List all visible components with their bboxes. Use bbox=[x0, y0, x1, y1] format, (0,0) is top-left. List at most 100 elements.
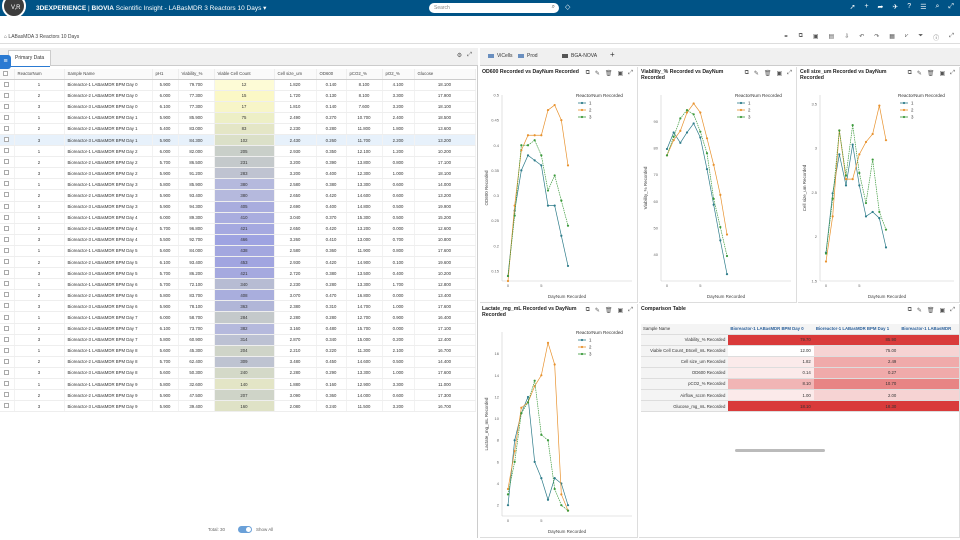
data-point[interactable] bbox=[533, 379, 536, 382]
column-header[interactable]: Glucose bbox=[414, 69, 476, 80]
copy-icon[interactable]: ⧉ bbox=[798, 33, 803, 39]
table-icon[interactable]: ▣ bbox=[617, 308, 624, 314]
row-checkbox[interactable] bbox=[4, 236, 10, 242]
tab-prod[interactable]: Prod bbox=[518, 53, 538, 59]
copy-icon[interactable]: ⧉ bbox=[907, 70, 912, 76]
row-select[interactable] bbox=[0, 323, 15, 335]
legend-entry[interactable]: 3 bbox=[589, 115, 592, 120]
table-row[interactable]: 1 Bioreactor-1 LABasMDR BPM Day 4 6.000 89.… bbox=[0, 212, 476, 224]
data-point[interactable] bbox=[725, 272, 729, 276]
compass-icon[interactable]: ✈ bbox=[892, 4, 899, 11]
table-row[interactable]: 2 Bioreactor-2 LABasMDR BPM Day 7 6.100 73.… bbox=[0, 323, 476, 335]
data-point[interactable] bbox=[566, 224, 570, 227]
row-checkbox[interactable] bbox=[4, 159, 10, 165]
data-point[interactable] bbox=[526, 401, 530, 404]
row-checkbox[interactable] bbox=[4, 381, 10, 387]
data-point[interactable] bbox=[679, 117, 682, 120]
row-checkbox[interactable] bbox=[4, 281, 10, 287]
edit-icon[interactable]: ✎ bbox=[916, 308, 922, 314]
row-checkbox[interactable] bbox=[4, 314, 10, 320]
data-point[interactable] bbox=[520, 169, 523, 172]
row-checkbox[interactable] bbox=[4, 103, 10, 109]
tab-bga-nova[interactable]: BGA-NOVA bbox=[562, 53, 597, 59]
row-select[interactable] bbox=[0, 378, 15, 391]
data-point[interactable] bbox=[553, 363, 556, 366]
data-point[interactable] bbox=[540, 154, 543, 157]
row-checkbox[interactable] bbox=[4, 259, 10, 265]
table-icon[interactable]: ▣ bbox=[939, 71, 946, 77]
comparison-column-header[interactable]: Bioreactor-1 LABasMDR bbox=[899, 324, 959, 335]
data-point[interactable] bbox=[864, 201, 868, 205]
row-select[interactable] bbox=[0, 167, 15, 180]
data-point[interactable] bbox=[672, 139, 675, 142]
data-point[interactable] bbox=[506, 274, 510, 278]
search-top-icon[interactable]: ⌕ bbox=[935, 3, 940, 10]
data-point[interactable] bbox=[679, 129, 682, 132]
delete-icon[interactable]: 🗑 bbox=[926, 71, 935, 77]
table-row[interactable]: 3 Bioreactor-3 LABasMDR BPM Day 7 5.800 60.… bbox=[0, 334, 476, 346]
undo-icon[interactable]: ↶ bbox=[859, 34, 865, 40]
row-checkbox[interactable] bbox=[4, 403, 10, 409]
table-row[interactable]: 1 Bioreactor-1 LABasMDR BPM Day 0 5.900 79.… bbox=[0, 79, 476, 91]
menu-icon[interactable]: ☰ bbox=[920, 4, 927, 11]
data-point[interactable] bbox=[824, 260, 828, 263]
data-point[interactable] bbox=[526, 395, 530, 399]
legend-entry[interactable]: 2 bbox=[589, 108, 592, 113]
row-select[interactable] bbox=[0, 334, 15, 346]
table-row[interactable]: 3 Bioreactor-3 LABasMDR BPM Day 2 5.900 91.… bbox=[0, 167, 476, 180]
data-point[interactable] bbox=[864, 215, 868, 218]
data-point[interactable] bbox=[665, 154, 669, 157]
data-point[interactable] bbox=[553, 477, 556, 480]
row-checkbox[interactable] bbox=[4, 369, 10, 375]
data-point[interactable] bbox=[699, 111, 702, 114]
grid-icon[interactable]: ▦ bbox=[889, 34, 895, 40]
table-row[interactable]: 2 Bioreactor-2 LABasMDR BPM Day 2 5.700 86.… bbox=[0, 156, 476, 169]
row-select[interactable] bbox=[0, 400, 15, 413]
table-row[interactable]: 2 Bioreactor-2 LABasMDR BPM Day 4 5.700 96.… bbox=[0, 223, 476, 235]
row-select[interactable] bbox=[0, 201, 15, 213]
row-select[interactable] bbox=[0, 223, 15, 235]
data-point[interactable] bbox=[533, 139, 536, 142]
row-checkbox[interactable] bbox=[4, 225, 10, 231]
save-as-icon[interactable]: ▤ bbox=[828, 34, 835, 40]
data-point[interactable] bbox=[851, 178, 854, 181]
data-point[interactable] bbox=[705, 168, 709, 171]
row-select[interactable] bbox=[0, 90, 15, 102]
copy-icon[interactable]: ⧉ bbox=[744, 70, 749, 76]
data-point[interactable] bbox=[526, 134, 530, 137]
table-row[interactable]: 2 Bioreactor-2 LABasMDR BPM Day 8 5.700 62.… bbox=[0, 356, 476, 368]
maximize-icon[interactable]: ⤢ bbox=[467, 52, 472, 58]
data-point[interactable] bbox=[725, 254, 729, 258]
row-checkbox[interactable] bbox=[4, 181, 10, 187]
data-point[interactable] bbox=[884, 139, 888, 142]
forward-icon[interactable]: ➦ bbox=[877, 4, 884, 11]
delete-icon[interactable]: 🗑 bbox=[604, 308, 613, 314]
legend-entry[interactable]: 2 bbox=[589, 345, 592, 350]
data-point[interactable] bbox=[566, 264, 570, 268]
expand-icon[interactable]: ⤢ bbox=[628, 70, 633, 76]
data-point[interactable] bbox=[566, 509, 570, 512]
share-icon[interactable]: ➚ bbox=[849, 4, 856, 11]
data-point[interactable] bbox=[553, 174, 556, 177]
save-icon[interactable]: ▣ bbox=[812, 34, 819, 40]
tag-icon[interactable]: ◇ bbox=[565, 4, 571, 11]
data-point[interactable] bbox=[692, 102, 695, 105]
data-point[interactable] bbox=[506, 504, 510, 507]
data-point[interactable] bbox=[513, 460, 516, 463]
data-point[interactable] bbox=[546, 189, 550, 192]
fullscreen-icon[interactable]: ⤢ bbox=[948, 3, 954, 10]
table-row[interactable]: 2 Bioreactor-2 LABasMDR BPM Day 1 5.400 83.… bbox=[0, 123, 476, 135]
add-tab-button[interactable]: + bbox=[610, 50, 615, 59]
table-row[interactable]: 1 Bioreactor-1 LABasMDR BPM Day 6 5.700 72.… bbox=[0, 278, 476, 291]
data-point[interactable] bbox=[513, 214, 516, 217]
row-select[interactable] bbox=[0, 123, 15, 135]
table-row[interactable]: 3 Bioreactor-3 LABasMDR BPM Day 6 5.900 78.… bbox=[0, 300, 476, 313]
data-point[interactable] bbox=[692, 122, 695, 125]
row-checkbox[interactable] bbox=[4, 336, 10, 342]
chart-icon[interactable]: ⩗ bbox=[904, 33, 909, 39]
settings-icon[interactable]: ⚙ bbox=[456, 53, 463, 59]
row-select[interactable] bbox=[0, 234, 15, 246]
row-select[interactable] bbox=[0, 389, 15, 402]
table-row[interactable]: 3 Bioreactor-3 LABasMDR BPM Day 4 5.500 92.… bbox=[0, 234, 476, 246]
row-checkbox[interactable] bbox=[4, 125, 10, 131]
